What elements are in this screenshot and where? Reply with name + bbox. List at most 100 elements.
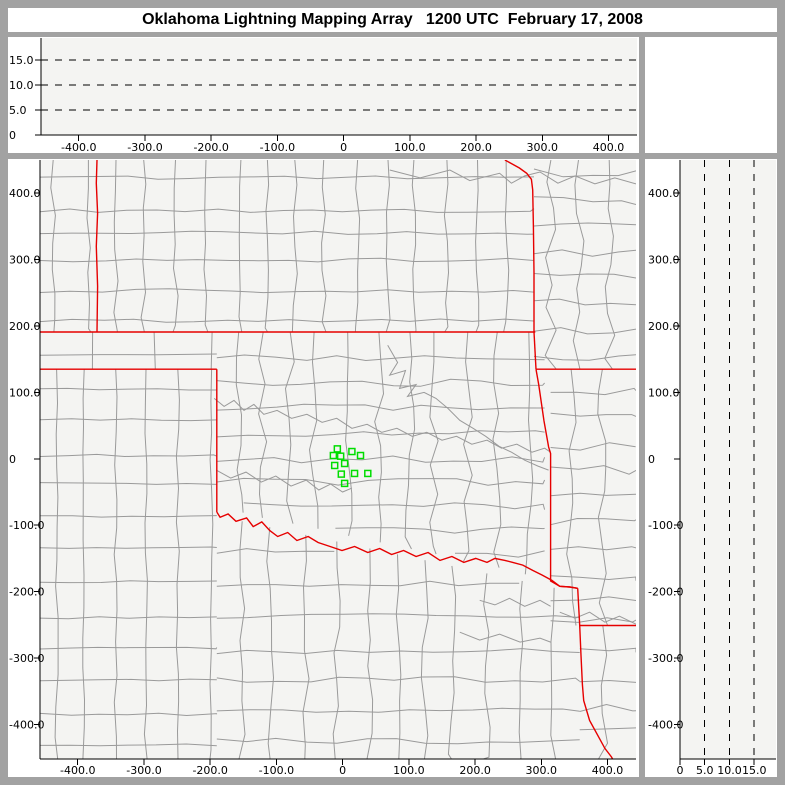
county-line [40, 318, 535, 323]
county-line [40, 580, 217, 584]
lma-station-marker [348, 447, 356, 456]
tick-label: -300.0 [127, 141, 162, 153]
tick-label: 400.0 [9, 187, 41, 200]
county-line [518, 580, 524, 759]
county-line [140, 160, 147, 333]
county-line [40, 616, 217, 620]
altitude-ew-plot-area[interactable] [41, 38, 637, 135]
tick-label: 0 [677, 764, 684, 777]
county-line [216, 378, 545, 387]
tick-label: -400.0 [60, 764, 95, 777]
lma-station-marker [333, 445, 342, 453]
county-line [335, 526, 545, 534]
county-line [550, 617, 636, 623]
county-line [308, 331, 319, 529]
tick-label: 300.0 [648, 254, 680, 267]
map-panel: 400.0 300.0 200.0 100.0 0 -100.0 -200.0 -300.0 -… [8, 159, 639, 777]
county-line [566, 369, 577, 626]
county-line [40, 257, 535, 263]
county-line [404, 331, 416, 550]
lma-station-marker [330, 461, 339, 470]
county-line [82, 369, 86, 759]
county-line [50, 160, 56, 333]
county-line [550, 465, 636, 475]
county-line [235, 331, 244, 513]
county-line [40, 712, 218, 717]
altitude-ns-plot-area[interactable] [680, 160, 776, 759]
tick-label: 400.0 [592, 764, 624, 777]
lma-station-marker [337, 470, 346, 478]
county-line [483, 573, 491, 759]
county-line [533, 327, 636, 335]
county-line [524, 331, 534, 575]
tick-label: 5.0 [9, 104, 27, 117]
lma-stations [329, 445, 372, 488]
county-line [579, 679, 636, 683]
altitude-ew-panel: 0 5.0 10.0 15.0 -400.0 -300.0 -200.0 -100.0 0 100… [8, 37, 639, 153]
tick-label: 100.0 [393, 764, 425, 777]
river-red-river-lower [559, 611, 636, 625]
tick-label: 300.0 [9, 254, 41, 267]
county-line [40, 208, 535, 213]
state-border-red-river [216, 511, 578, 589]
tick-label: -100.0 [648, 519, 683, 532]
county-line [550, 587, 557, 759]
county-line [533, 196, 636, 205]
map-svg: 400.0 300.0 200.0 100.0 0 -100.0 -200.0 -300.0 -… [9, 160, 636, 777]
state-border-colorado-kansas [95, 160, 99, 333]
county-line [216, 548, 335, 554]
county-line [216, 676, 581, 683]
tick-label: 0 [340, 141, 347, 153]
county-line [40, 482, 217, 485]
county-line [429, 332, 439, 555]
county-line [533, 249, 636, 257]
tick-label: 200.0 [460, 141, 492, 153]
county-line [40, 353, 217, 356]
river-arkansas-river [387, 345, 549, 471]
tick-label: 0 [648, 453, 655, 466]
county-line [544, 160, 557, 370]
county-line [550, 492, 636, 497]
tick-label: 15.0 [9, 54, 34, 67]
county-line [291, 160, 298, 333]
county-line [550, 596, 636, 602]
tick-label: 300.0 [527, 141, 559, 153]
county-line [40, 230, 535, 235]
county-line [550, 387, 636, 396]
county-line [550, 517, 636, 526]
tick-label: -200.0 [192, 764, 227, 777]
state-border-missouri-oklahoma [533, 331, 537, 370]
county-line [550, 575, 636, 581]
county-line [216, 477, 546, 486]
county-line [40, 175, 535, 180]
county-line [454, 550, 545, 558]
tick-label: -100.0 [260, 141, 295, 153]
lma-station-marker [329, 451, 338, 460]
tick-label: -100.0 [259, 764, 294, 777]
county-line [345, 331, 353, 536]
lma-station-marker [336, 452, 345, 460]
altitude-ns-svg: 400.0 300.0 200.0 100.0 0 -100.0 -200.0 -300.0 -… [648, 160, 776, 777]
county-line [266, 527, 275, 759]
county-line [503, 160, 510, 333]
county-line [40, 646, 218, 650]
tick-label: -300.0 [648, 652, 683, 665]
county-line [385, 160, 391, 333]
county-line [550, 412, 636, 417]
county-line [40, 418, 217, 422]
corner-panel [645, 37, 777, 153]
county-line [579, 647, 636, 653]
county-line [411, 160, 417, 333]
tick-label: 300.0 [526, 764, 558, 777]
county-line [420, 560, 429, 759]
tick-label: -100.0 [9, 519, 44, 532]
county-line [113, 160, 119, 333]
county-line [395, 554, 402, 759]
county-line [550, 442, 636, 451]
tick-label: 100.0 [648, 386, 680, 399]
tick-label: 15.0 [742, 764, 767, 777]
state-border-arkansas-texas-louisiana [577, 588, 614, 759]
state-border-oklahoma-arkansas [535, 369, 578, 589]
county-line [238, 160, 243, 333]
county-line [216, 707, 580, 713]
